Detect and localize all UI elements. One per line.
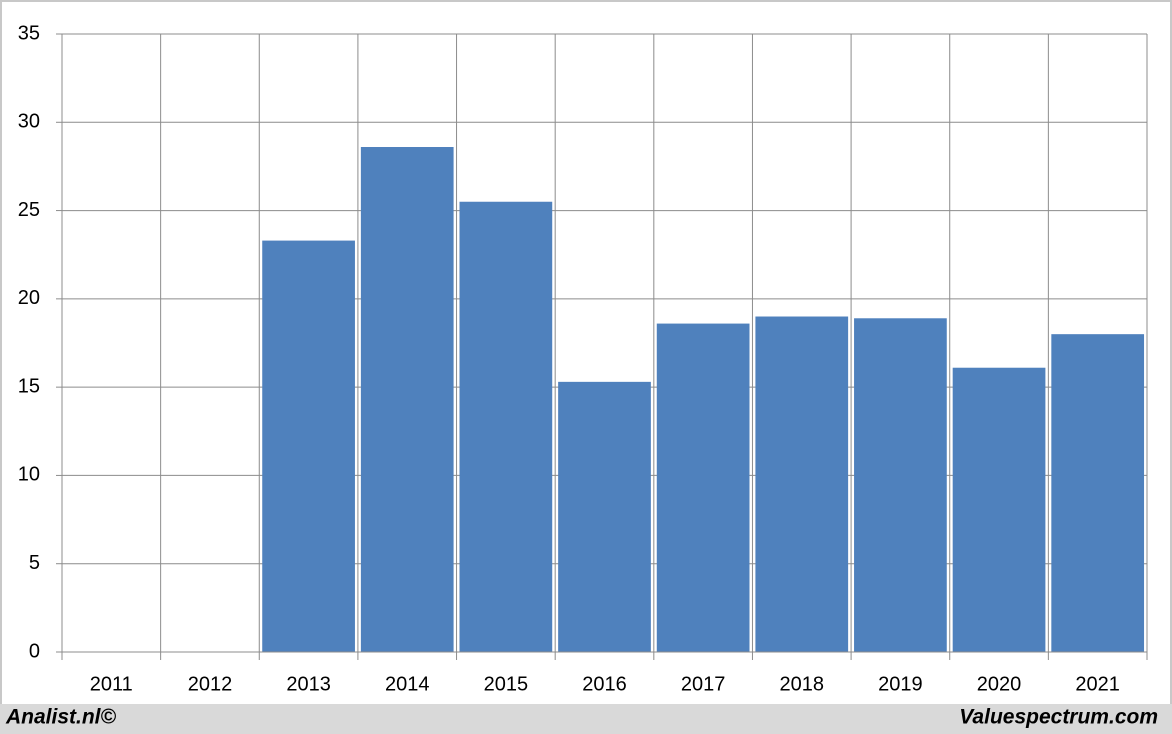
y-tick-label: 5 <box>29 552 40 574</box>
y-tick-label: 10 <box>18 464 40 486</box>
x-tick-label: 2012 <box>188 673 233 695</box>
source-right: Valuespectrum.com <box>959 706 1158 729</box>
y-tick-label: 0 <box>29 640 40 662</box>
x-tick-label: 2013 <box>286 673 331 695</box>
x-tick-label: 2020 <box>977 673 1022 695</box>
x-tick-label: 2011 <box>90 673 133 695</box>
x-tick-label: 2018 <box>780 673 825 695</box>
x-tick-label: 2014 <box>385 673 430 695</box>
x-tick-label: 2017 <box>681 673 726 695</box>
bar <box>360 147 454 652</box>
bar <box>459 201 553 652</box>
y-tick-label: 15 <box>18 375 40 397</box>
y-tick-label: 30 <box>18 111 40 133</box>
bar <box>656 323 750 652</box>
x-tick-label: 2015 <box>484 673 529 695</box>
y-tick-label: 20 <box>18 287 40 309</box>
bar <box>262 240 355 653</box>
x-tick-label: 2021 <box>1075 673 1120 695</box>
y-tick-label: 35 <box>18 22 40 44</box>
x-tick-label: 2016 <box>582 673 627 695</box>
bar <box>952 367 1046 652</box>
bar <box>1051 334 1145 652</box>
bar <box>755 316 849 652</box>
bar <box>558 381 651 652</box>
x-tick-label: 2019 <box>878 673 923 695</box>
footer-band <box>0 704 1172 734</box>
y-tick-label: 25 <box>18 199 40 221</box>
source-left: Analist.nl© <box>5 706 117 729</box>
bar <box>854 318 947 652</box>
